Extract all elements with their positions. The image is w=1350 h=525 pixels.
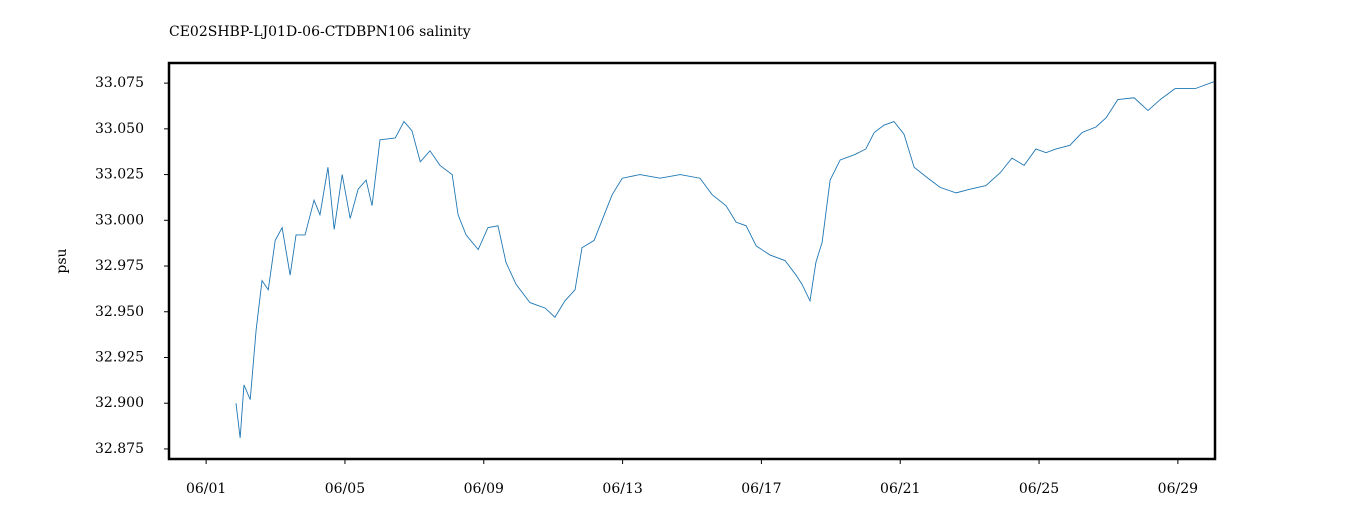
y-tick-label: 33.025 — [95, 167, 144, 183]
y-tick-label: 32.900 — [95, 395, 144, 411]
y-tick-label: 33.075 — [95, 75, 144, 91]
salinity-line — [235, 80, 1216, 439]
y-tick-label: 32.875 — [95, 441, 144, 457]
y-tick-label: 32.975 — [95, 258, 144, 274]
x-tick-label: 06/17 — [741, 481, 781, 497]
x-tick-label: 06/05 — [325, 481, 365, 497]
x-tick-label: 06/13 — [602, 481, 642, 497]
x-tick-label: 06/29 — [1158, 481, 1198, 497]
chart-title: CE02SHBP-LJ01D-06-CTDBPN106 salinity — [169, 24, 471, 40]
x-tick-label: 06/01 — [186, 481, 226, 497]
y-tick-label: 32.925 — [95, 349, 144, 365]
x-tick-label: 06/25 — [1019, 481, 1059, 497]
x-tick-label: 06/09 — [464, 481, 504, 497]
plot-frame — [167, 61, 1217, 461]
y-axis-label: psu — [54, 248, 70, 273]
y-tick-label: 33.050 — [95, 121, 144, 137]
y-tick-label: 33.000 — [95, 212, 144, 228]
y-tick-label: 32.950 — [95, 304, 144, 320]
x-tick-label: 06/21 — [880, 481, 920, 497]
